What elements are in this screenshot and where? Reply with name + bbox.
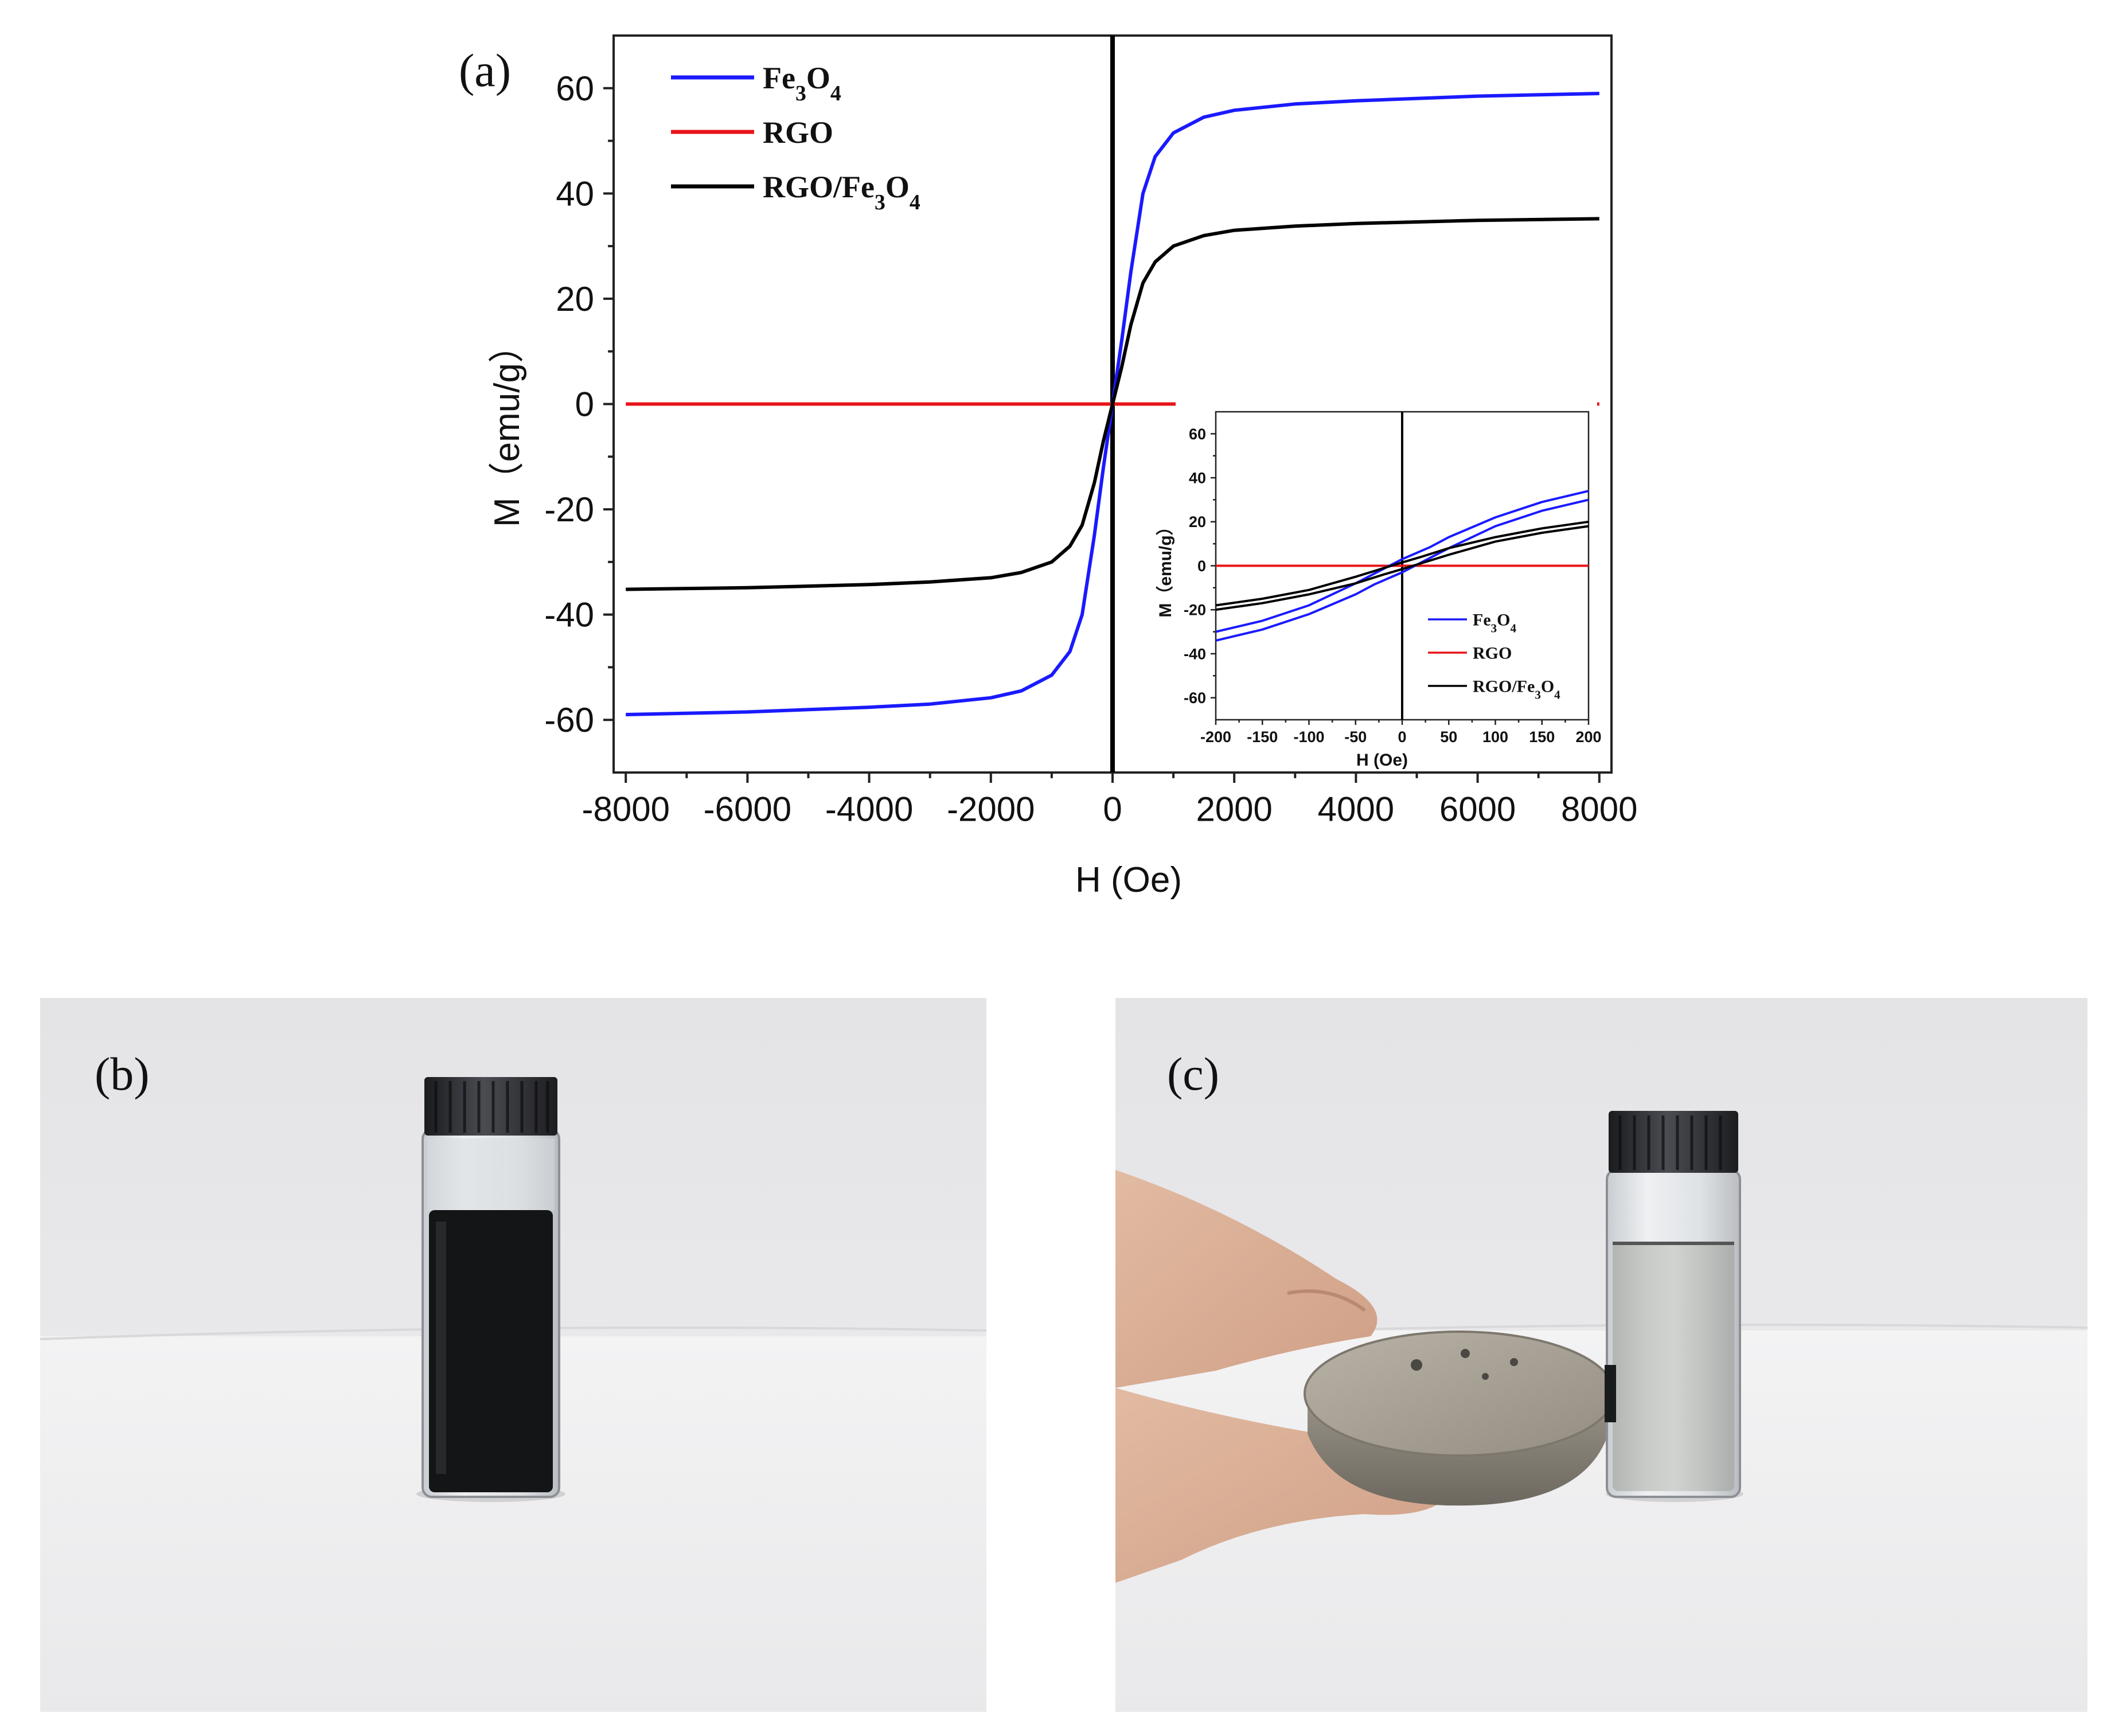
inset-legend-text-s2: 4 — [1554, 688, 1560, 702]
inset-series-group — [1215, 412, 1589, 720]
main-legend-label-2: RGO/Fe3O4 — [763, 170, 920, 214]
main-legend-text-s2: 4 — [910, 190, 920, 214]
inset-legend-text-mid: O — [1497, 611, 1510, 630]
inset-legend-label-1: RGO — [1473, 644, 1512, 663]
main-legend-text-main: RGO — [763, 115, 833, 150]
inset-legend-text-mid: O — [1541, 677, 1554, 696]
inset-y-axis-title: M（emu/g） — [1156, 518, 1175, 617]
main-xtick-label: 8000 — [1561, 790, 1637, 828]
panel-label-b: (b) — [95, 1048, 150, 1100]
panel-label-c: (c) — [1167, 1048, 1219, 1100]
inset-legend-label-0: Fe3O4 — [1473, 611, 1516, 635]
main-legend-text-s1: 3 — [875, 190, 885, 214]
main-xtick-label: -4000 — [825, 790, 913, 828]
inset-ytick-label: -60 — [1184, 689, 1206, 707]
inset-ytick-label: 40 — [1189, 470, 1206, 487]
inset-x-axis-title: H (Oe) — [1356, 751, 1408, 770]
main-ytick-label: 0 — [575, 385, 594, 424]
main-ytick-label: -20 — [544, 490, 594, 529]
photo-magnetic-separation: (c) — [1115, 998, 2088, 1712]
inset-ytick-label: 0 — [1197, 557, 1206, 575]
photo-dispersed-sample: (b) — [40, 998, 987, 1712]
inset-ytick-label: -20 — [1184, 602, 1206, 619]
main-xtick-label: 4000 — [1318, 790, 1394, 828]
main-legend-text-mid: O — [806, 61, 830, 95]
inset-xtick-label: -200 — [1200, 728, 1231, 746]
inset-series-3 — [1215, 525, 1589, 611]
main-xtick-label: -8000 — [582, 790, 669, 828]
magnet-disk — [1304, 1331, 1615, 1506]
vial-dispersed — [416, 1077, 565, 1502]
main-xtick-label: -6000 — [704, 790, 791, 828]
vial-separated — [1605, 1111, 1743, 1502]
inset-legend-text-main: RGO — [1473, 644, 1512, 663]
inset-legend-text-main: RGO/Fe — [1473, 677, 1535, 696]
main-legend-text-main: RGO/Fe — [763, 170, 875, 204]
inset-legend-text-s1: 3 — [1491, 622, 1497, 635]
main-ytick-label: 20 — [556, 280, 594, 318]
main-legend-text-s2: 4 — [830, 81, 841, 106]
main-legend-label-0: Fe3O4 — [763, 61, 841, 106]
inset-legend-label-2: RGO/Fe3O4 — [1473, 677, 1560, 702]
main-ytick-label: -60 — [544, 701, 594, 739]
main-legend-text-s1: 3 — [795, 81, 806, 106]
main-xtick-label: 6000 — [1439, 790, 1516, 828]
inset-xtick-label: 200 — [1575, 728, 1601, 746]
inset-xtick-label: 50 — [1440, 728, 1457, 746]
inset-xtick-label: -50 — [1344, 728, 1367, 746]
panel-label-a: (a) — [459, 44, 511, 96]
main-legend-label-1: RGO — [763, 115, 833, 150]
main-series-2 — [626, 217, 1599, 591]
main-xtick-label: -2000 — [947, 790, 1035, 828]
inset-ytick-label: -40 — [1184, 645, 1206, 662]
main-xtick-label: 0 — [1103, 790, 1122, 828]
main-legend-text-mid: O — [885, 170, 910, 204]
main-ytick-label: -40 — [544, 596, 594, 634]
inset-legend-text-s1: 3 — [1535, 688, 1541, 702]
inset-xtick-label: -100 — [1293, 728, 1324, 746]
main-ytick-label: 60 — [556, 69, 594, 108]
main-legend-text-main: Fe — [763, 61, 795, 95]
inset-legend-text-main: Fe — [1473, 611, 1491, 630]
inset-series-4 — [1215, 520, 1589, 607]
inset-xtick-label: 100 — [1482, 728, 1508, 746]
main-xtick-label: 2000 — [1196, 790, 1272, 828]
inset-series-1 — [1215, 490, 1589, 633]
inset-legend-text-s2: 4 — [1510, 622, 1516, 635]
inset-ytick-label: 60 — [1189, 426, 1206, 443]
main-x-axis-title: H (Oe) — [1075, 860, 1182, 900]
inset-xtick-label: 0 — [1398, 728, 1406, 746]
inset-series-0 — [1215, 498, 1589, 642]
inset-ytick-label: 20 — [1189, 513, 1206, 530]
inset-xtick-label: -150 — [1247, 728, 1278, 746]
inset-xtick-label: 150 — [1529, 728, 1555, 746]
main-ytick-label: 40 — [556, 174, 594, 213]
main-y-axis-title: M（emu/g） — [487, 327, 527, 527]
